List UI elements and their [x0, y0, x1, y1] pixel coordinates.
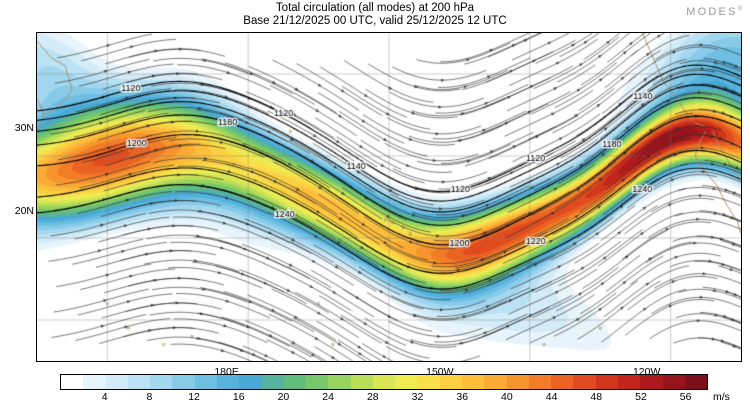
colorbar-tick: 24 [322, 391, 334, 403]
colorbar-cell [528, 375, 552, 389]
colorbar-cell [61, 375, 84, 389]
colorbar-cell [462, 375, 485, 389]
colorbar-cell [506, 375, 529, 389]
colorbar-cell [484, 375, 507, 389]
colorbar-cell [551, 375, 574, 389]
colorbar-tick: 20 [277, 391, 290, 403]
chart-title: Total circulation (all modes) at 200 hPa… [0, 2, 750, 28]
colorbar-cell [150, 375, 173, 389]
colorbar-tick: 4 [101, 391, 108, 403]
colorbar-cell [595, 375, 619, 389]
map-plot-area [36, 32, 742, 362]
colorbar-cell [172, 375, 195, 389]
chart-title-line1: Total circulation (all modes) at 200 hPa [275, 2, 475, 14]
colorbar [60, 374, 708, 390]
colorbar-cell [283, 375, 307, 389]
modes-logo-text: MODES [686, 6, 738, 18]
colorbar-cell [573, 375, 596, 389]
colorbar-tick: 52 [635, 391, 647, 403]
colorbar-cell [194, 375, 217, 389]
colorbar-cell [439, 375, 463, 389]
colorbar-tick: 32 [411, 391, 424, 403]
colorbar-unit-label: m/s [713, 391, 730, 403]
colorbar-tick: 12 [188, 391, 200, 403]
y-axis-label-30n: 30N [14, 122, 34, 135]
colorbar-cell [684, 375, 708, 389]
colorbar-cell [261, 375, 284, 389]
colorbar-tick: 36 [456, 391, 469, 403]
colorbar-cell [306, 375, 329, 389]
colorbar-cell [350, 375, 373, 389]
colorbar-cell [395, 375, 418, 389]
registered-mark: ® [737, 6, 742, 13]
colorbar-cell [662, 375, 685, 389]
modes-logo: MODES® [686, 6, 742, 18]
colorbar-cell [105, 375, 128, 389]
colorbar-tick: 40 [501, 391, 513, 403]
colorbar-cell [83, 375, 106, 389]
colorbar-tick: 48 [590, 391, 603, 403]
colorbar-cell [239, 375, 262, 389]
weather-map-canvas [37, 33, 741, 361]
colorbar-cell [328, 375, 351, 389]
y-axis-label-20n: 20N [14, 205, 34, 218]
colorbar-tick: 56 [679, 391, 692, 403]
colorbar-tick: 28 [366, 391, 379, 403]
colorbar-cell [372, 375, 396, 389]
colorbar-tick: 8 [146, 391, 153, 403]
colorbar-tick: 16 [232, 391, 245, 403]
colorbar-cell [127, 375, 151, 389]
chart-title-line2: Base 21/12/2025 00 UTC, valid 25/12/2025… [243, 15, 507, 27]
colorbar-cell [216, 375, 240, 389]
colorbar-tick: 44 [545, 391, 558, 403]
colorbar-cell [618, 375, 641, 389]
colorbar-cell [640, 375, 663, 389]
colorbar-cell [417, 375, 440, 389]
